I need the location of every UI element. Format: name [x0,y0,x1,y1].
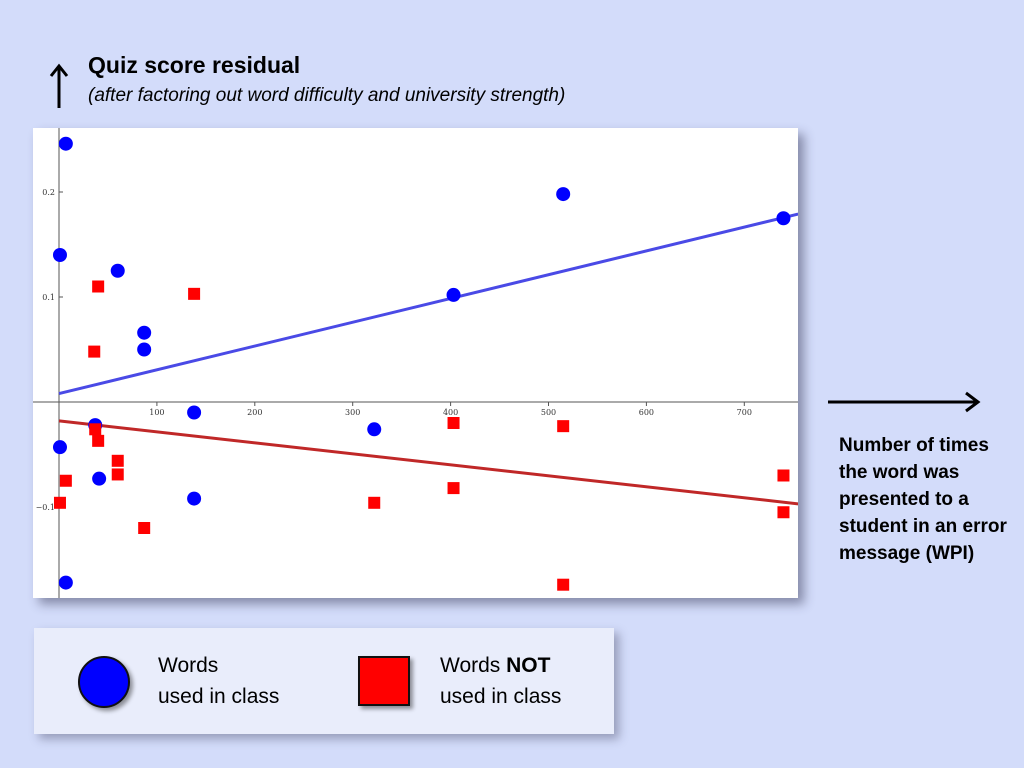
data-point-used [52,440,67,455]
x-tick-label: 100 [149,408,164,417]
y-tick-label: 0.1 [42,293,55,302]
data-point-used [446,287,461,302]
data-point-not-used [89,423,102,436]
data-point-used [52,248,67,262]
data-point-not-used [111,454,124,467]
data-point-not-used [111,468,124,481]
data-point-not-used [88,345,101,358]
data-point-not-used [188,287,201,300]
data-point-used [58,575,73,590]
data-point-not-used [53,496,66,509]
scatter-plot: 100 200 300 400 500 600 700 0.2 0.1 −0.1 [33,128,798,598]
data-point-not-used [557,420,570,433]
legend-circle-marker [78,656,130,708]
data-point-used [187,405,202,420]
y-tick-label: 0.2 [42,188,55,197]
data-point-used [187,491,202,506]
legend-not-used-line2: used in class [440,685,562,708]
data-point-not-used [777,506,790,519]
legend: Words used in class Words NOT used in cl… [34,628,614,734]
data-point-not-used [92,434,105,447]
y-tick-label: −0.1 [36,503,55,512]
fit-line-used [58,212,798,396]
x-tick-label: 600 [639,408,654,417]
legend-not-used-prefix: Words [440,654,507,677]
data-point-used [92,471,107,486]
chart-subtitle: (after factoring out word difficulty and… [88,85,566,106]
data-point-not-used [138,522,151,534]
x-tick-label: 300 [345,408,360,417]
x-tick-label: 700 [737,408,752,417]
x-axis-label: Number of times the word was presented t… [839,435,1007,564]
data-point-used [367,422,382,437]
data-point-not-used [557,578,570,591]
fit-line-not-used [58,419,798,506]
data-point-used [137,325,152,340]
legend-square-marker [358,656,410,706]
x-tick-label: 400 [443,408,458,417]
data-point-used [110,263,125,278]
data-point-not-used [92,280,105,293]
data-point-not-used [447,482,460,495]
chart-title: Quiz score residual [88,52,301,78]
data-point-not-used [447,417,460,429]
data-point-not-used [777,469,790,482]
right-arrow-icon [828,391,981,413]
x-tick-label: 500 [541,408,556,417]
data-point-not-used [368,496,381,509]
legend-item-used: Words used in class [158,650,279,712]
data-point-not-used [59,474,72,487]
legend-used-line2: used in class [158,685,280,708]
data-point-used [556,187,571,202]
plot-area: 100 200 300 400 500 600 700 0.2 0.1 −0.1 [33,128,798,598]
legend-item-not-used: Words NOT used in class [440,650,561,712]
up-arrow-icon [49,63,69,108]
data-point-used [58,136,73,151]
data-point-used [137,342,152,357]
x-tick-label: 200 [247,408,262,417]
legend-not-used-bold: NOT [506,654,551,677]
data-point-used [776,211,791,226]
legend-used-line1: Words [158,654,219,677]
